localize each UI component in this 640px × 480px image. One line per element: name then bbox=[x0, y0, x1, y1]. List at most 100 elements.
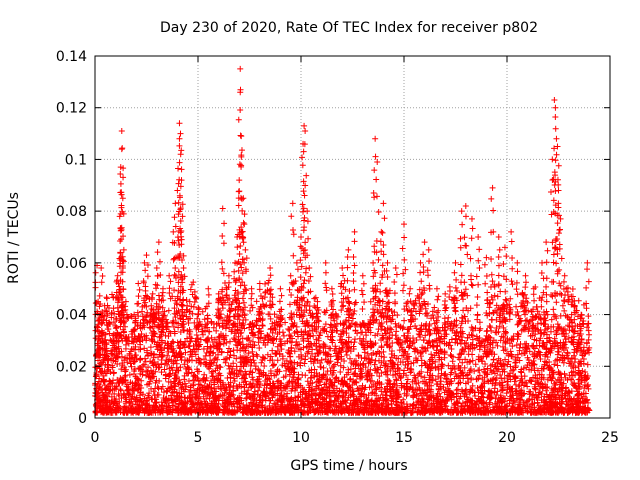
data-point bbox=[136, 356, 143, 363]
data-point bbox=[473, 376, 480, 383]
data-point bbox=[560, 380, 567, 387]
data-point bbox=[282, 319, 289, 326]
data-point bbox=[447, 288, 454, 295]
data-points bbox=[92, 65, 593, 416]
data-point bbox=[472, 361, 479, 368]
data-point bbox=[584, 361, 591, 368]
data-point bbox=[308, 374, 315, 381]
data-point bbox=[540, 309, 547, 316]
data-point bbox=[302, 356, 309, 363]
data-point bbox=[236, 367, 243, 374]
data-point bbox=[262, 280, 269, 287]
data-point bbox=[370, 306, 377, 313]
data-point bbox=[230, 360, 237, 367]
data-point bbox=[291, 359, 298, 366]
data-point bbox=[147, 344, 154, 351]
data-point bbox=[418, 373, 425, 380]
data-point bbox=[443, 304, 450, 311]
data-point bbox=[411, 301, 418, 308]
data-point bbox=[529, 342, 536, 349]
data-point bbox=[187, 286, 194, 293]
data-point bbox=[227, 338, 234, 345]
data-point bbox=[239, 335, 246, 342]
data-point bbox=[98, 369, 105, 376]
data-point bbox=[350, 310, 357, 317]
data-point bbox=[401, 317, 408, 324]
data-point bbox=[503, 390, 510, 397]
data-point bbox=[253, 298, 260, 305]
data-point bbox=[478, 383, 485, 390]
data-point bbox=[494, 388, 501, 395]
data-point bbox=[195, 385, 202, 392]
data-point bbox=[404, 299, 411, 306]
data-point bbox=[373, 385, 380, 392]
data-point bbox=[230, 375, 237, 382]
data-point bbox=[449, 358, 456, 365]
data-point bbox=[403, 303, 410, 310]
data-point bbox=[556, 370, 563, 377]
data-point bbox=[379, 400, 386, 407]
data-point bbox=[202, 321, 209, 328]
data-point bbox=[459, 346, 466, 353]
data-point bbox=[476, 319, 483, 326]
data-point bbox=[160, 389, 167, 396]
data-point bbox=[465, 317, 472, 324]
data-point bbox=[500, 324, 507, 331]
data-point bbox=[149, 323, 156, 330]
data-point bbox=[190, 279, 197, 286]
data-point bbox=[477, 384, 484, 391]
data-point bbox=[313, 383, 320, 390]
data-point bbox=[431, 304, 438, 311]
data-point bbox=[419, 289, 426, 296]
data-point bbox=[274, 357, 281, 364]
data-point bbox=[519, 397, 526, 404]
data-point bbox=[182, 380, 189, 387]
data-point bbox=[447, 342, 454, 349]
data-point bbox=[474, 385, 481, 392]
data-point bbox=[475, 367, 482, 374]
data-point bbox=[209, 339, 216, 346]
data-point bbox=[507, 363, 514, 370]
data-point bbox=[136, 392, 143, 399]
data-point bbox=[280, 332, 287, 339]
data-point bbox=[185, 378, 192, 385]
data-point bbox=[171, 353, 178, 360]
data-point bbox=[126, 371, 133, 378]
data-point bbox=[518, 327, 525, 334]
data-point bbox=[265, 395, 272, 402]
data-point bbox=[173, 300, 180, 307]
data-point bbox=[213, 327, 220, 334]
data-point bbox=[346, 376, 353, 383]
data-point bbox=[476, 346, 483, 353]
data-point bbox=[555, 348, 562, 355]
data-point bbox=[225, 381, 232, 388]
data-point bbox=[184, 358, 191, 365]
data-point bbox=[188, 369, 195, 376]
data-point bbox=[300, 337, 307, 344]
data-point bbox=[312, 294, 319, 301]
data-point bbox=[302, 372, 309, 379]
data-point bbox=[374, 330, 381, 337]
data-point bbox=[560, 359, 567, 366]
data-point bbox=[539, 340, 546, 347]
data-point bbox=[261, 362, 268, 369]
data-point bbox=[226, 308, 233, 315]
data-point bbox=[524, 383, 531, 390]
data-point bbox=[254, 353, 261, 360]
data-point bbox=[357, 329, 364, 336]
data-point bbox=[256, 345, 263, 352]
data-point bbox=[513, 342, 520, 349]
data-point bbox=[502, 329, 509, 336]
data-point bbox=[183, 369, 190, 376]
data-point bbox=[373, 316, 380, 323]
data-point bbox=[492, 329, 499, 336]
data-point bbox=[351, 339, 358, 346]
data-point bbox=[224, 375, 231, 382]
data-point bbox=[501, 362, 508, 369]
data-point bbox=[477, 325, 484, 332]
data-point bbox=[484, 365, 491, 372]
data-point bbox=[339, 303, 346, 310]
data-point bbox=[575, 344, 582, 351]
data-point bbox=[487, 324, 494, 331]
data-point bbox=[514, 336, 521, 343]
